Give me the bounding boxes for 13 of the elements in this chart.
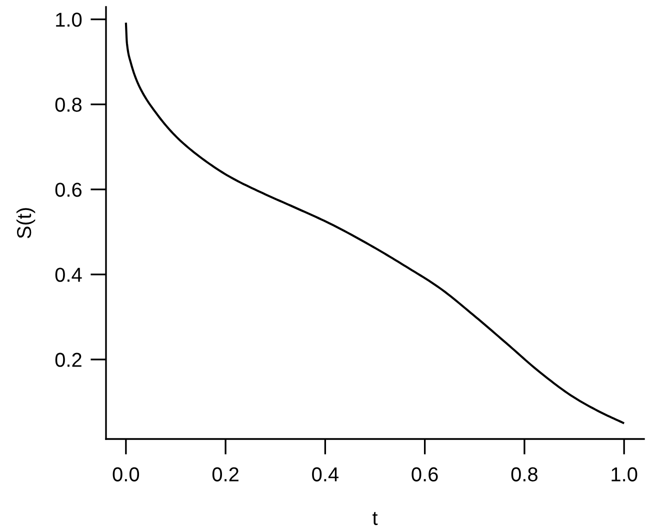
y-tick-label: 1.0 [56, 12, 82, 27]
x-tick-label: 0.6 [412, 467, 438, 482]
x-axis-title: t [372, 512, 378, 526]
y-tick-label: 0.8 [55, 98, 82, 112]
x-tick-label: 0.2 [212, 467, 238, 482]
x-tick-label: 1.0 [612, 467, 638, 482]
x-tick-label: 0.8 [511, 467, 538, 482]
x-tick-label: 0.0 [112, 467, 140, 482]
y-axis-title: S(t) [16, 208, 36, 238]
y-tick-label: 0.4 [55, 268, 82, 282]
y-tick-label: 0.6 [55, 182, 82, 197]
x-tick-label: 0.4 [312, 467, 338, 482]
y-tick-label: 0.2 [55, 352, 82, 367]
